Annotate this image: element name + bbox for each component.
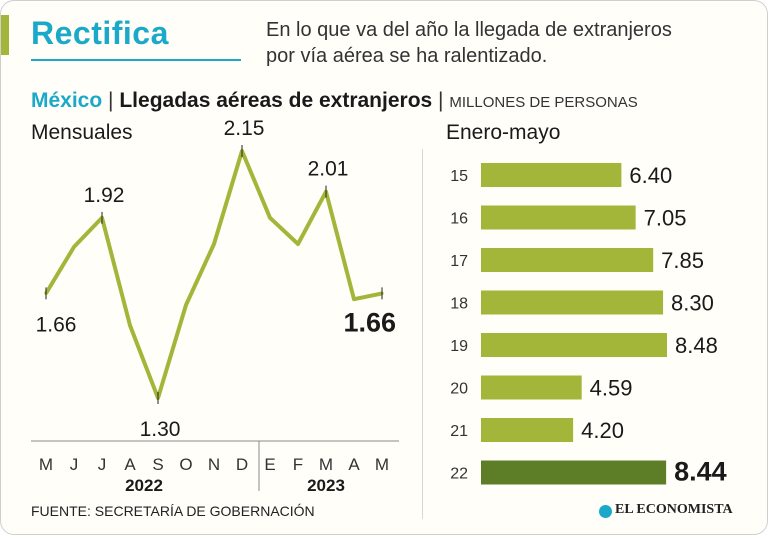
bar-category-label: 22 bbox=[450, 466, 468, 483]
bar-category-label: 15 bbox=[450, 168, 468, 185]
x-tick-label: M bbox=[319, 455, 333, 474]
bar-category-label: 21 bbox=[450, 423, 468, 440]
bar-value-label: 6.40 bbox=[629, 163, 672, 188]
x-tick-label: F bbox=[293, 455, 303, 474]
bar bbox=[481, 205, 636, 230]
bar-value-label: 4.20 bbox=[581, 418, 624, 443]
x-tick-label: O bbox=[179, 455, 192, 474]
data-point bbox=[212, 242, 216, 246]
bar bbox=[481, 375, 582, 400]
year-label: 2022 bbox=[125, 476, 163, 495]
bar-category-label: 16 bbox=[450, 211, 468, 228]
heading-separator: | bbox=[108, 89, 114, 112]
data-point bbox=[184, 303, 188, 307]
title-underline bbox=[31, 59, 241, 61]
x-tick-label: J bbox=[70, 455, 79, 474]
subtitle-line-1: En lo que va del año la llegada de extra… bbox=[266, 19, 672, 41]
ytd-bar-chart: 15 6.40 16 7.05 17 7.85 18 8.30 19 8.48 20 4.59 21 4.… bbox=[450, 163, 727, 487]
bar-value-label: 7.85 bbox=[661, 248, 704, 273]
x-tick-label: M bbox=[375, 455, 389, 474]
data-point bbox=[268, 216, 272, 220]
data-label: 1.92 bbox=[84, 184, 125, 207]
country-label: México bbox=[31, 89, 103, 112]
data-point bbox=[352, 297, 356, 301]
bar bbox=[481, 460, 667, 485]
bar bbox=[481, 333, 667, 357]
page-title: Rectifica bbox=[31, 15, 169, 51]
brand-logo-icon bbox=[599, 505, 612, 518]
data-point bbox=[128, 323, 132, 327]
x-tick-label: E bbox=[264, 455, 275, 474]
heading-separator: | bbox=[438, 89, 444, 112]
bar-value-label: 7.05 bbox=[644, 206, 687, 231]
data-label: 2.01 bbox=[308, 158, 349, 181]
year-label: 2023 bbox=[307, 476, 345, 495]
title-accent-bar bbox=[1, 15, 9, 55]
data-point bbox=[72, 245, 76, 249]
data-label: 2.15 bbox=[224, 117, 265, 140]
x-tick-label: M bbox=[39, 455, 53, 474]
chart-divider bbox=[422, 149, 423, 519]
x-tick-label: S bbox=[152, 455, 163, 474]
data-label: 1.66 bbox=[36, 313, 77, 336]
monthly-chart-title: Mensuales bbox=[31, 121, 133, 144]
bar-value-label: 4.59 bbox=[590, 376, 633, 401]
monthly-line-chart: 1.661.921.302.152.011.66M J J A S O N D E F M A M202… bbox=[31, 117, 399, 495]
bar-category-label: 18 bbox=[450, 296, 468, 313]
x-tick-label: D bbox=[236, 455, 248, 474]
bar-category-label: 19 bbox=[450, 338, 468, 355]
bar-category-label: 20 bbox=[450, 381, 468, 398]
source-note: FUENTE: SECRETARÍA DE GOBERNACIÓN bbox=[31, 503, 315, 519]
chart-heading: México | Llegadas aéreas de extranjeros … bbox=[31, 89, 638, 113]
units-label: MILLONES DE PERSONAS bbox=[449, 94, 638, 111]
chart-title: Llegadas aéreas de extranjeros bbox=[119, 89, 433, 112]
bar bbox=[481, 248, 654, 272]
bar-value-label: 8.48 bbox=[675, 333, 718, 358]
data-label: 1.30 bbox=[140, 418, 181, 441]
x-tick-label: J bbox=[98, 455, 107, 474]
bar bbox=[481, 290, 664, 315]
ytd-chart-title: Enero-mayo bbox=[446, 121, 561, 144]
bar bbox=[481, 163, 622, 187]
brand-name: EL ECONOMISTA bbox=[615, 502, 733, 517]
data-point bbox=[296, 242, 300, 246]
bar-category-label: 17 bbox=[450, 253, 468, 270]
x-tick-label: N bbox=[208, 455, 220, 474]
x-tick-label: A bbox=[124, 455, 136, 474]
subtitle-line-2: por vía aérea se ha ralentizado. bbox=[266, 45, 548, 67]
data-label: 1.66 bbox=[343, 307, 396, 337]
x-tick-label: A bbox=[348, 455, 360, 474]
bar-value-label: 8.44 bbox=[674, 457, 727, 487]
bar-value-label: 8.30 bbox=[671, 291, 714, 316]
bar bbox=[481, 418, 574, 442]
